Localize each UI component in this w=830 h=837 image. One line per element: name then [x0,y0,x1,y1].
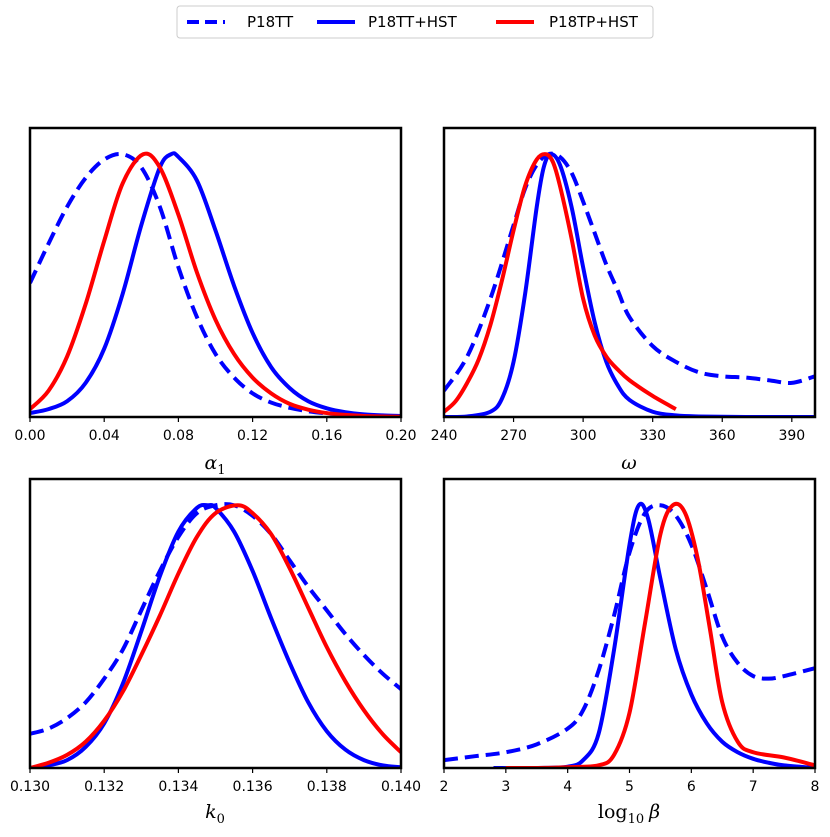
panel-k0-curve-p18tt [30,502,401,736]
xtick-label: 0.136 [233,779,273,795]
xtick: 3 [501,768,510,795]
xtick-label: 0.04 [89,428,120,444]
panel-log10beta-curves [444,501,815,768]
legend-label-p18tt-hst: P18TT+HST [368,13,458,31]
legend: P18TT P18TT+HST P18TP+HST [176,5,654,39]
panel-k0-curve-p18tp-hst [30,503,401,768]
xtick: 0.08 [163,417,194,444]
xtick-label: 360 [709,428,736,444]
panel-log10beta-curve-p18tt [444,503,815,763]
panel-omega-xticks: 240 270 300 330 360 390 [431,417,805,444]
xtick: 330 [639,417,666,444]
xlabel-sub: 10 [628,812,645,827]
panel-log10beta-curve-p18tp-hst [505,501,815,768]
panel-alpha1-xticks: 0.00 0.04 0.08 0.12 0.16 0.20 [14,417,417,444]
xtick: 8 [811,768,820,795]
panel-alpha1-xlabel: α1 [204,452,225,478]
xtick: 0.16 [311,417,342,444]
xtick: 300 [570,417,597,444]
panel-alpha1-curves [30,151,401,417]
xtick-label: 0.00 [14,428,45,444]
xtick-label: 240 [431,428,458,444]
panel-log10beta-xticks: 2 3 4 5 6 7 8 [440,768,820,795]
xtick: 2 [440,768,449,795]
xtick-label: 0.16 [311,428,342,444]
xtick-label: 2 [440,779,449,795]
xtick-label: 7 [749,779,758,795]
xtick-label: 300 [570,428,597,444]
legend-entry-p18tp-hst: P18TP+HST [496,13,639,31]
legend-frame [176,5,654,39]
legend-label-p18tp-hst: P18TP+HST [549,13,639,31]
panel-omega-curve-p18tt-hst [444,152,815,417]
xtick: 0.00 [14,417,46,444]
panel-omega-curve-p18tp-hst [444,152,677,414]
panel-log10beta-xlabel: log10 β [598,801,660,827]
xlabel-main: k [205,801,217,823]
legend-entry-p18tt-hst: P18TT+HST [317,13,458,31]
panel-omega-frame [442,126,817,419]
xtick: 7 [749,768,758,795]
xlabel-main: α [204,452,217,474]
xlabel-suffix: β [648,801,660,823]
xtick: 0.134 [158,768,199,795]
xtick: 0.130 [10,768,50,795]
xtick-label: 0.132 [84,779,124,795]
xtick-label: 0.12 [237,428,268,444]
panel-omega-xlabel: ω [621,452,637,474]
panel-omega-curves [444,151,815,417]
panel-omega-curve-p18tt [444,151,815,392]
panel-k0-curve-p18tt-hst [30,502,401,768]
xtick-label: 6 [687,779,696,795]
xtick: 390 [778,417,805,444]
panel-alpha1: 0.00 0.04 0.08 0.12 0.16 0.20 α1 [14,126,417,478]
xlabel-sub: 0 [217,812,225,827]
xtick: 0.140 [381,768,421,795]
xtick: 0.12 [237,417,268,444]
panel-alpha1-frame [28,126,403,419]
xtick-label: 0.140 [381,779,421,795]
xtick-label: 5 [625,779,634,795]
xtick-label: 390 [778,428,805,444]
xtick: 0.20 [385,417,417,444]
panel-k0: 0.130 0.132 0.134 0.136 0.138 0.140 k0 [10,477,421,827]
xtick: 0.136 [233,768,273,795]
xtick: 240 [431,417,458,444]
panel-alpha1-curve-p18tt-hst [30,151,401,417]
xtick-label: 330 [639,428,666,444]
xtick: 270 [500,417,527,444]
xtick: 360 [709,417,736,444]
xtick: 4 [563,768,572,795]
panel-alpha1-curve-p18tp-hst [30,151,401,417]
panel-log10beta-frame [442,477,817,770]
xlabel-main: ω [621,452,637,474]
panel-alpha1-curve-p18tt [30,151,401,417]
xtick: 6 [687,768,696,795]
xtick-label: 3 [501,779,510,795]
panel-k0-xticks: 0.130 0.132 0.134 0.136 0.138 0.140 [10,768,421,795]
xlabel-main: log [598,801,628,823]
xtick-label: 4 [563,779,572,795]
panel-k0-frame [28,477,403,770]
xtick: 0.04 [89,417,120,444]
legend-entry-p18tt: P18TT [187,13,294,31]
panel-log10beta: 2 3 4 5 6 7 8 log10 β [440,477,820,827]
xtick: 0.138 [307,768,347,795]
xtick-label: 0.20 [385,428,416,444]
legend-label-p18tt: P18TT [247,13,294,31]
xtick-label: 270 [500,428,527,444]
xtick-label: 0.138 [307,779,347,795]
panel-omega: 240 270 300 330 360 390 ω [431,126,817,474]
xlabel-sub: 1 [217,463,225,478]
xtick-label: 0.134 [158,779,198,795]
panel-k0-curves [30,502,401,768]
panel-log10beta-curve-p18tt-hst [493,501,815,768]
xtick-label: 0.08 [163,428,194,444]
xtick: 0.132 [84,768,124,795]
xtick: 5 [625,768,634,795]
xtick-label: 0.130 [10,779,50,795]
xtick-label: 8 [811,779,820,795]
panel-k0-xlabel: k0 [205,801,225,827]
